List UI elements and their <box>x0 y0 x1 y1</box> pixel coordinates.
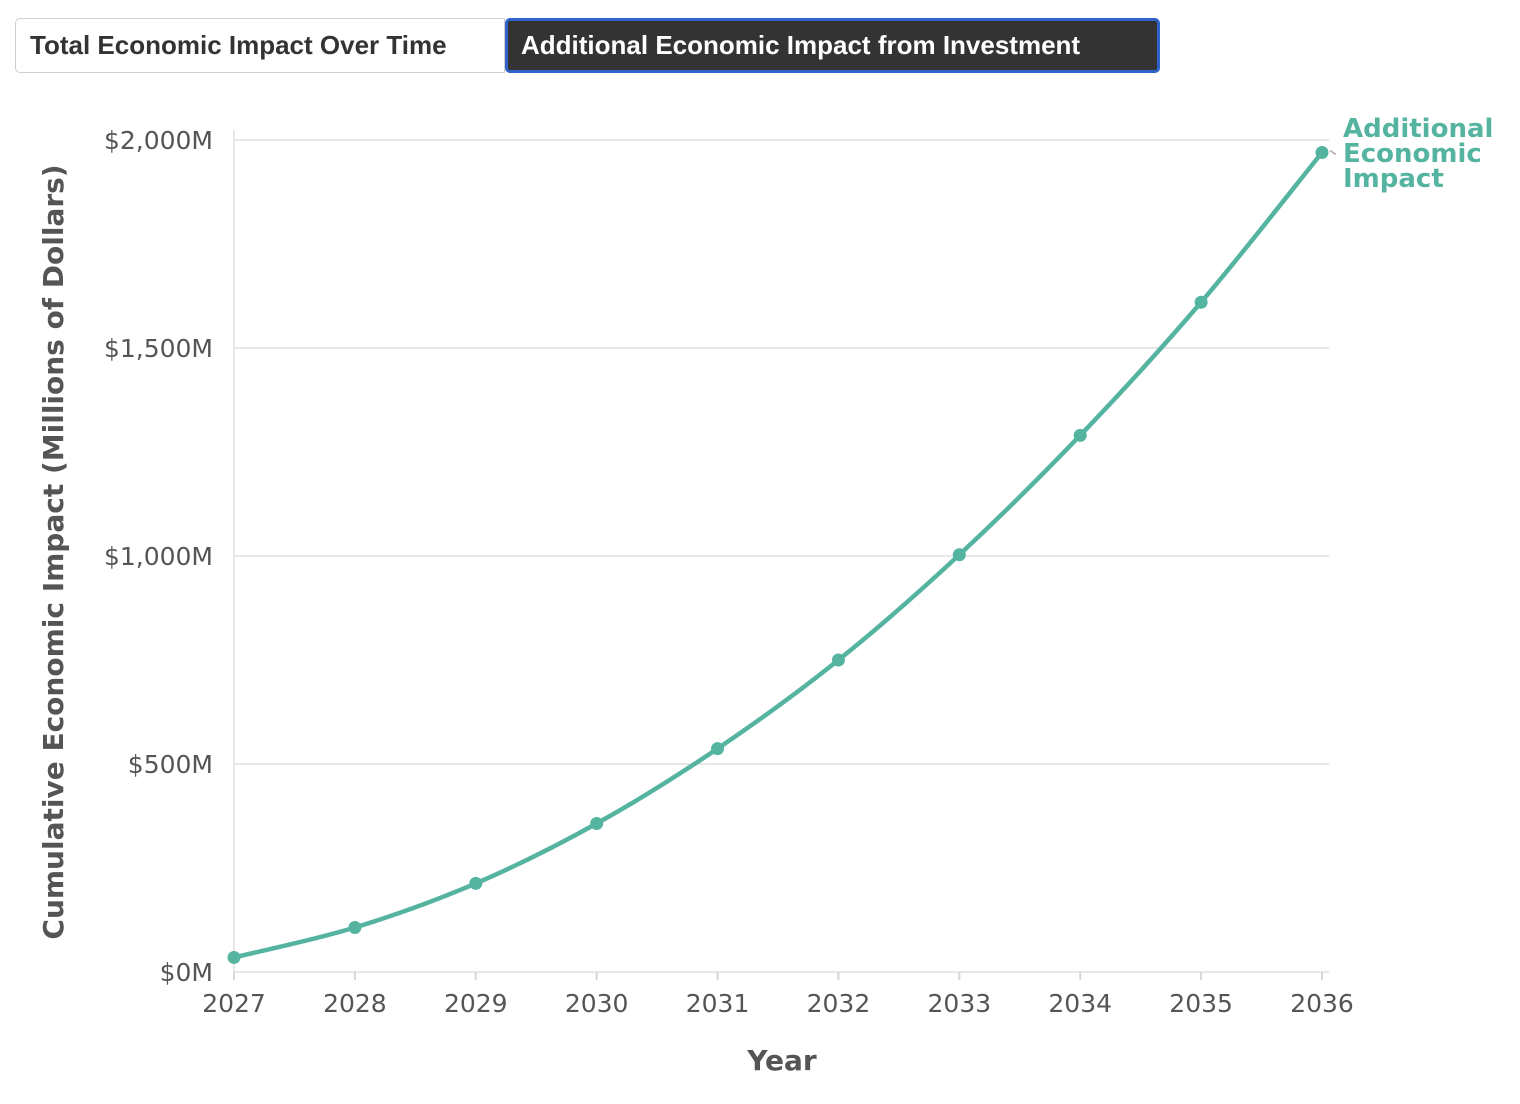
x-tick-label: 2028 <box>323 989 387 1018</box>
data-point[interactable] <box>1315 145 1329 159</box>
x-tick-label: 2032 <box>807 989 871 1018</box>
x-tick-label: 2035 <box>1169 989 1233 1018</box>
y-tick-label: $1,000M <box>104 542 213 571</box>
x-tick-label: 2031 <box>686 989 750 1018</box>
label-connector <box>1329 149 1337 156</box>
x-tick-label: 2027 <box>202 989 266 1018</box>
tab-total-economic-impact[interactable]: Total Economic Impact Over Time <box>15 18 505 73</box>
data-point[interactable] <box>711 742 725 756</box>
data-point[interactable] <box>1073 428 1087 442</box>
x-tick-label: 2034 <box>1048 989 1112 1018</box>
axes <box>233 130 1329 973</box>
chart-tab-bar: Total Economic Impact Over Time Addition… <box>15 18 1160 73</box>
series-label: Additional Economic Impact <box>1329 114 1493 194</box>
data-point[interactable] <box>227 950 241 964</box>
data-point[interactable] <box>590 816 604 830</box>
y-tick-label: $500M <box>128 750 213 779</box>
data-point[interactable] <box>348 920 362 934</box>
series-name-line: Impact <box>1343 164 1444 194</box>
x-axis-title: Year <box>746 1044 817 1077</box>
x-tick-label: 2029 <box>444 989 508 1018</box>
data-point[interactable] <box>952 548 966 562</box>
data-point[interactable] <box>469 876 483 890</box>
series-name-line: Economic <box>1343 139 1482 169</box>
y-axis-title: Cumulative Economic Impact (Millions of … <box>37 164 70 939</box>
x-tick-label: 2036 <box>1290 989 1354 1018</box>
y-axis-ticks: $0M $500M $1,000M $1,500M $2,000M <box>104 126 213 987</box>
gridlines <box>234 139 1329 973</box>
series-name-line: Additional <box>1343 114 1493 144</box>
x-tick-label: 2033 <box>928 989 992 1018</box>
y-tick-label: $2,000M <box>104 126 213 155</box>
y-tick-label: $0M <box>160 958 213 987</box>
series-layer <box>227 145 1329 964</box>
series-line <box>231 150 1325 960</box>
data-point[interactable] <box>831 653 845 667</box>
x-axis-ticks: 2027 2028 2029 2030 2031 2032 2033 2034 2035 2036 <box>202 972 1354 1018</box>
y-tick-label: $1,500M <box>104 334 213 363</box>
data-point[interactable] <box>1194 295 1208 309</box>
x-tick-label: 2030 <box>565 989 629 1018</box>
tab-additional-economic-impact[interactable]: Additional Economic Impact from Investme… <box>505 18 1160 73</box>
series-name-label: Additional Economic Impact <box>1343 114 1493 194</box>
